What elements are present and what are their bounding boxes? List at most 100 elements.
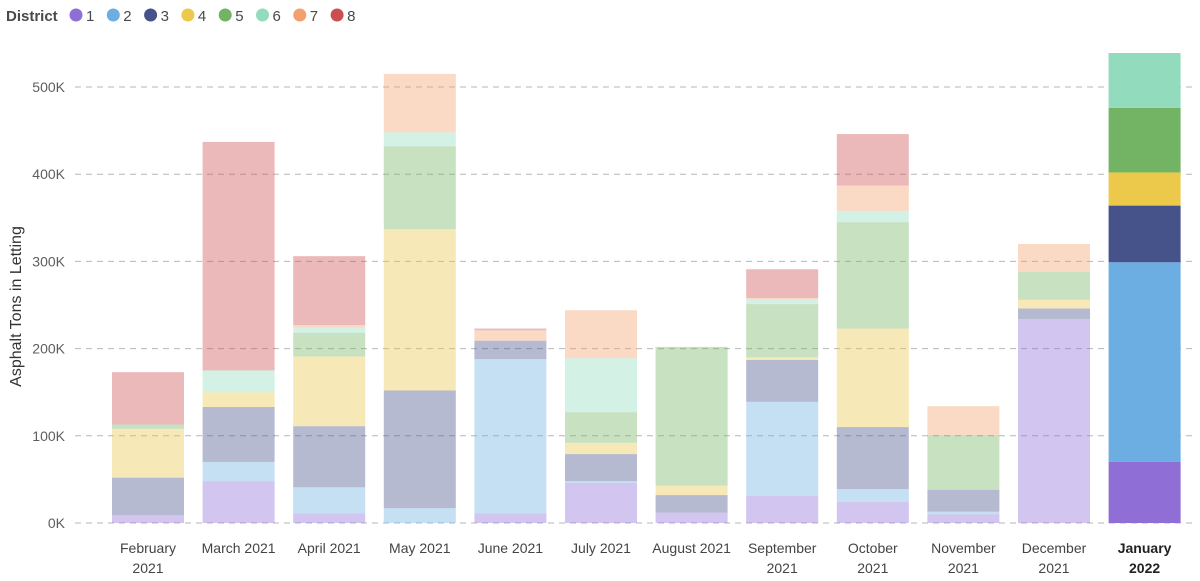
bar-segment-district-7[interactable] [927, 406, 1000, 435]
bar-segment-district-1[interactable] [927, 514, 1000, 523]
bar-stack-9[interactable] [927, 406, 1000, 523]
bar-stack-6[interactable] [655, 346, 728, 523]
bar-segment-district-3[interactable] [746, 359, 819, 402]
bar-segment-district-6[interactable] [202, 370, 275, 393]
legend-item-7[interactable]: 7 [293, 8, 318, 25]
bar-segment-district-2[interactable] [1108, 262, 1181, 462]
bar-segment-district-4[interactable] [746, 357, 819, 360]
bar-segment-district-2[interactable] [836, 488, 909, 503]
bar-segment-district-1[interactable] [1018, 318, 1090, 523]
bar-stack-11[interactable] [1108, 52, 1181, 523]
bar-segment-district-5[interactable] [836, 222, 909, 329]
bar-segment-district-3[interactable] [836, 427, 909, 489]
bar-stack-8[interactable] [836, 134, 909, 523]
legend-label: 7 [310, 8, 318, 25]
bar-segment-district-4[interactable] [1018, 299, 1090, 309]
bar-segment-district-4[interactable] [293, 356, 366, 427]
bar-segment-district-3[interactable] [1018, 308, 1090, 319]
bar-segment-district-1[interactable] [1108, 461, 1181, 523]
bar-segment-district-3[interactable] [927, 489, 1000, 512]
bar-segment-district-8[interactable] [746, 269, 819, 299]
bar-segment-district-8[interactable] [112, 372, 184, 425]
bar-stack-7[interactable] [746, 269, 819, 523]
bar-segment-district-5[interactable] [746, 304, 819, 358]
bar-stack-5[interactable] [565, 310, 637, 523]
bar-segment-district-3[interactable] [383, 390, 456, 509]
bar-stack-2[interactable] [293, 256, 366, 523]
bar-segment-district-7[interactable] [474, 330, 547, 341]
bar-stack-3[interactable] [383, 73, 456, 523]
bar-segment-district-3[interactable] [112, 477, 184, 516]
bar-segment-district-6[interactable] [836, 210, 909, 223]
bar-segment-district-4[interactable] [1108, 172, 1181, 206]
bar-segment-district-4[interactable] [565, 442, 637, 455]
bar-segment-district-7[interactable] [1018, 243, 1090, 272]
bar-segment-district-8[interactable] [202, 141, 275, 371]
bar-segment-district-3[interactable] [565, 454, 637, 482]
bar-stack-0[interactable] [112, 372, 184, 523]
bar-segment-district-7[interactable] [383, 73, 456, 133]
bar-segment-district-5[interactable] [655, 346, 728, 486]
bar-stack-4[interactable] [474, 328, 547, 523]
bar-stack-10[interactable] [1018, 243, 1090, 523]
bar-segment-district-3[interactable] [202, 407, 275, 462]
bar-segment-district-8[interactable] [293, 256, 366, 326]
legend-label: 6 [273, 8, 281, 25]
bar-segment-district-4[interactable] [836, 328, 909, 428]
bar-segment-district-6[interactable] [565, 358, 637, 413]
bar-segment-district-4[interactable] [112, 428, 184, 478]
bar-segment-district-7[interactable] [746, 298, 819, 300]
bar-segment-district-8[interactable] [474, 328, 547, 331]
bar-segment-district-3[interactable] [1108, 205, 1181, 263]
bar-segment-district-4[interactable] [655, 485, 728, 496]
bar-segment-district-2[interactable] [383, 508, 456, 523]
bar-segment-district-2[interactable] [474, 359, 547, 514]
legend-item-4[interactable]: 4 [181, 8, 206, 25]
bar-segment-district-7[interactable] [293, 325, 366, 328]
bar-segment-district-1[interactable] [655, 512, 728, 523]
bar-segment-district-2[interactable] [746, 401, 819, 496]
legend-item-5[interactable]: 5 [218, 8, 244, 25]
x-tick-label: January 2022 [1118, 540, 1172, 576]
legend-item-1[interactable]: 1 [69, 8, 95, 25]
bar-segment-district-5[interactable] [293, 332, 366, 357]
bar-stack-1[interactable] [202, 141, 275, 523]
bar-segment-district-4[interactable] [383, 229, 456, 391]
bar-segment-district-8[interactable] [836, 134, 909, 186]
bar-segment-district-1[interactable] [746, 495, 819, 523]
legend-item-6[interactable]: 6 [256, 8, 281, 25]
bar-segment-district-1[interactable] [202, 481, 275, 523]
bar-segment-district-2[interactable] [293, 487, 366, 514]
bar-segment-district-1[interactable] [565, 482, 637, 523]
y-axis-label: Asphalt Tons in Letting [8, 226, 25, 387]
bar-segment-district-1[interactable] [836, 502, 909, 523]
bar-segment-district-6[interactable] [746, 299, 819, 305]
bar-segment-district-6[interactable] [383, 132, 456, 147]
legend-item-2[interactable]: 2 [106, 8, 132, 25]
bar-segment-district-3[interactable] [474, 340, 547, 360]
bar-segment-district-1[interactable] [112, 515, 184, 523]
bar-segment-district-6[interactable] [293, 327, 366, 333]
bar-segment-district-7[interactable] [836, 185, 909, 211]
bar-segment-district-3[interactable] [655, 495, 728, 513]
bar-segment-district-5[interactable] [927, 434, 1000, 490]
x-tick-label: September 2021 [748, 540, 817, 576]
bar-segment-district-5[interactable] [565, 412, 637, 443]
bar-segment-district-7[interactable] [565, 310, 637, 359]
bar-segment-district-2[interactable] [565, 481, 637, 483]
bar-segment-district-1[interactable] [474, 513, 547, 523]
legend-swatch [218, 8, 232, 22]
bar-segment-district-5[interactable] [383, 146, 456, 230]
bar-segment-district-5[interactable] [112, 424, 184, 429]
bar-segment-district-6[interactable] [1108, 52, 1181, 108]
bar-segment-district-3[interactable] [293, 426, 366, 488]
bar-segment-district-1[interactable] [293, 513, 366, 523]
bar-segment-district-2[interactable] [927, 511, 1000, 515]
legend-item-8[interactable]: 8 [330, 8, 356, 25]
bar-segment-district-5[interactable] [1018, 271, 1090, 300]
legend-item-3[interactable]: 3 [144, 8, 169, 25]
bar-segment-district-4[interactable] [202, 392, 275, 408]
bar-segment-district-2[interactable] [202, 461, 275, 482]
bar-segment-district-5[interactable] [1108, 107, 1181, 173]
